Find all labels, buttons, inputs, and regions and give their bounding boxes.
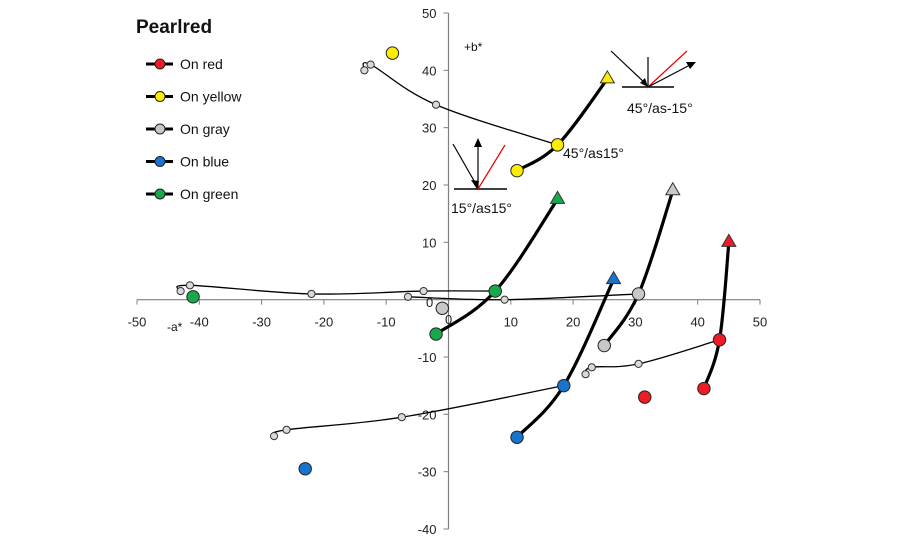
axes: -50 -40 -30 -20 -10 10 20 30 40 50 -40 -30 -20 -10 10 2…	[128, 6, 768, 537]
legend-label: On red	[180, 56, 223, 72]
point-on-green	[488, 284, 502, 298]
point-on-red	[712, 333, 727, 347]
isolated-point-on-yellow	[385, 46, 400, 60]
chart-title: Pearlred	[136, 17, 212, 38]
annotation-45-as15: 45°/as15°	[563, 145, 624, 161]
y-tick-label: 30	[422, 121, 436, 136]
y-tick-label: -20	[418, 407, 437, 422]
legend-label: On yellow	[180, 89, 242, 105]
isolated-point-on-gray	[435, 301, 449, 315]
connector-lines	[176, 60, 720, 441]
annotation-zero-1: 0	[426, 295, 433, 310]
point-triangle-on-yellow	[599, 69, 616, 84]
isolated-point-on-red	[638, 390, 652, 404]
point-on-yellow	[550, 138, 565, 152]
x-tick-label: 40	[690, 315, 704, 330]
x-tick-label: 10	[504, 315, 518, 330]
diagram-15-as15	[452, 138, 507, 190]
connector-point	[360, 66, 369, 75]
x-tick-label: -20	[315, 315, 334, 330]
connector-point	[581, 370, 590, 379]
connector-point	[307, 289, 316, 299]
legend-label: On green	[180, 186, 238, 202]
x-tick-label: 50	[753, 315, 767, 330]
y-tick-label: 10	[422, 235, 436, 250]
x-tick-label: -50	[128, 315, 147, 330]
legend: On red On yellow On gray On blue On green	[146, 56, 242, 202]
y-tick-label: -40	[418, 522, 437, 537]
connector-point	[500, 295, 509, 304]
legend-item-on-green: On green	[146, 186, 238, 202]
annotation-15-as15: 15°/as15°	[451, 200, 512, 216]
legend-item-on-yellow: On yellow	[146, 89, 242, 105]
y-tick-label: 40	[422, 63, 436, 78]
legend-label: On blue	[180, 154, 229, 170]
legend-item-on-gray: On gray	[146, 121, 230, 137]
point-triangle-on-gray	[664, 181, 681, 196]
connector-point	[431, 100, 441, 109]
legend-item-on-blue: On blue	[146, 154, 229, 170]
y-tick-label: -10	[418, 350, 437, 365]
connector-point	[634, 359, 643, 368]
x-tick-label: -40	[190, 315, 209, 330]
annotation-zero-2: 0	[445, 312, 452, 327]
connector-point	[176, 286, 185, 296]
legend-marker	[154, 58, 166, 70]
connector-line	[362, 62, 558, 146]
trajectory-on-blue	[515, 278, 616, 439]
legend-marker	[154, 156, 166, 167]
connector-point	[419, 286, 428, 296]
trajectory-on-red	[702, 240, 731, 391]
legend-item-on-red: On red	[146, 56, 223, 72]
legend-marker	[154, 123, 166, 135]
y-tick-label: 20	[422, 178, 436, 193]
x-tick-label: 30	[628, 315, 642, 330]
connector-point	[587, 363, 596, 372]
y-axis-label: +b*	[464, 40, 483, 54]
geometry-diagrams	[452, 50, 696, 190]
connector-point	[403, 292, 413, 301]
annotations: 45°/as15° 15°/as15° 45°/as-15° 0 0	[426, 100, 693, 327]
point-on-gray	[631, 287, 646, 301]
x-axis-label: -a*	[167, 320, 183, 334]
connector-point	[366, 60, 375, 69]
point-on-gray	[597, 338, 611, 353]
point-on-blue	[557, 378, 571, 393]
point-triangle-on-red	[720, 233, 737, 247]
point-on-blue	[510, 430, 524, 444]
x-tick-label: 20	[566, 315, 580, 330]
x-tick-label: -10	[377, 315, 396, 330]
connector-point	[269, 432, 279, 441]
legend-marker	[154, 91, 166, 102]
point-triangle-on-green	[549, 190, 566, 204]
point-on-green	[429, 327, 443, 341]
legend-marker	[154, 188, 166, 200]
connector-point	[397, 413, 406, 422]
point-on-yellow	[510, 163, 524, 178]
isolated-point-on-blue	[298, 462, 312, 476]
isolated-point-on-green	[186, 290, 200, 304]
y-tick-label: -30	[418, 465, 437, 480]
point-triangle-on-blue	[605, 270, 622, 285]
point-on-red	[697, 381, 711, 396]
connector-line	[176, 284, 496, 295]
legend-label: On gray	[180, 121, 230, 137]
y-tick-label: 50	[422, 6, 436, 21]
diagram-45-as-15	[610, 50, 696, 88]
markers	[186, 46, 737, 476]
annotation-45-as-15: 45°/as-15°	[627, 100, 693, 116]
connector-point	[282, 425, 291, 434]
connector-point	[185, 281, 195, 290]
trajectories	[434, 77, 731, 439]
x-tick-label: -30	[252, 315, 271, 330]
trajectory-on-green	[434, 197, 560, 336]
